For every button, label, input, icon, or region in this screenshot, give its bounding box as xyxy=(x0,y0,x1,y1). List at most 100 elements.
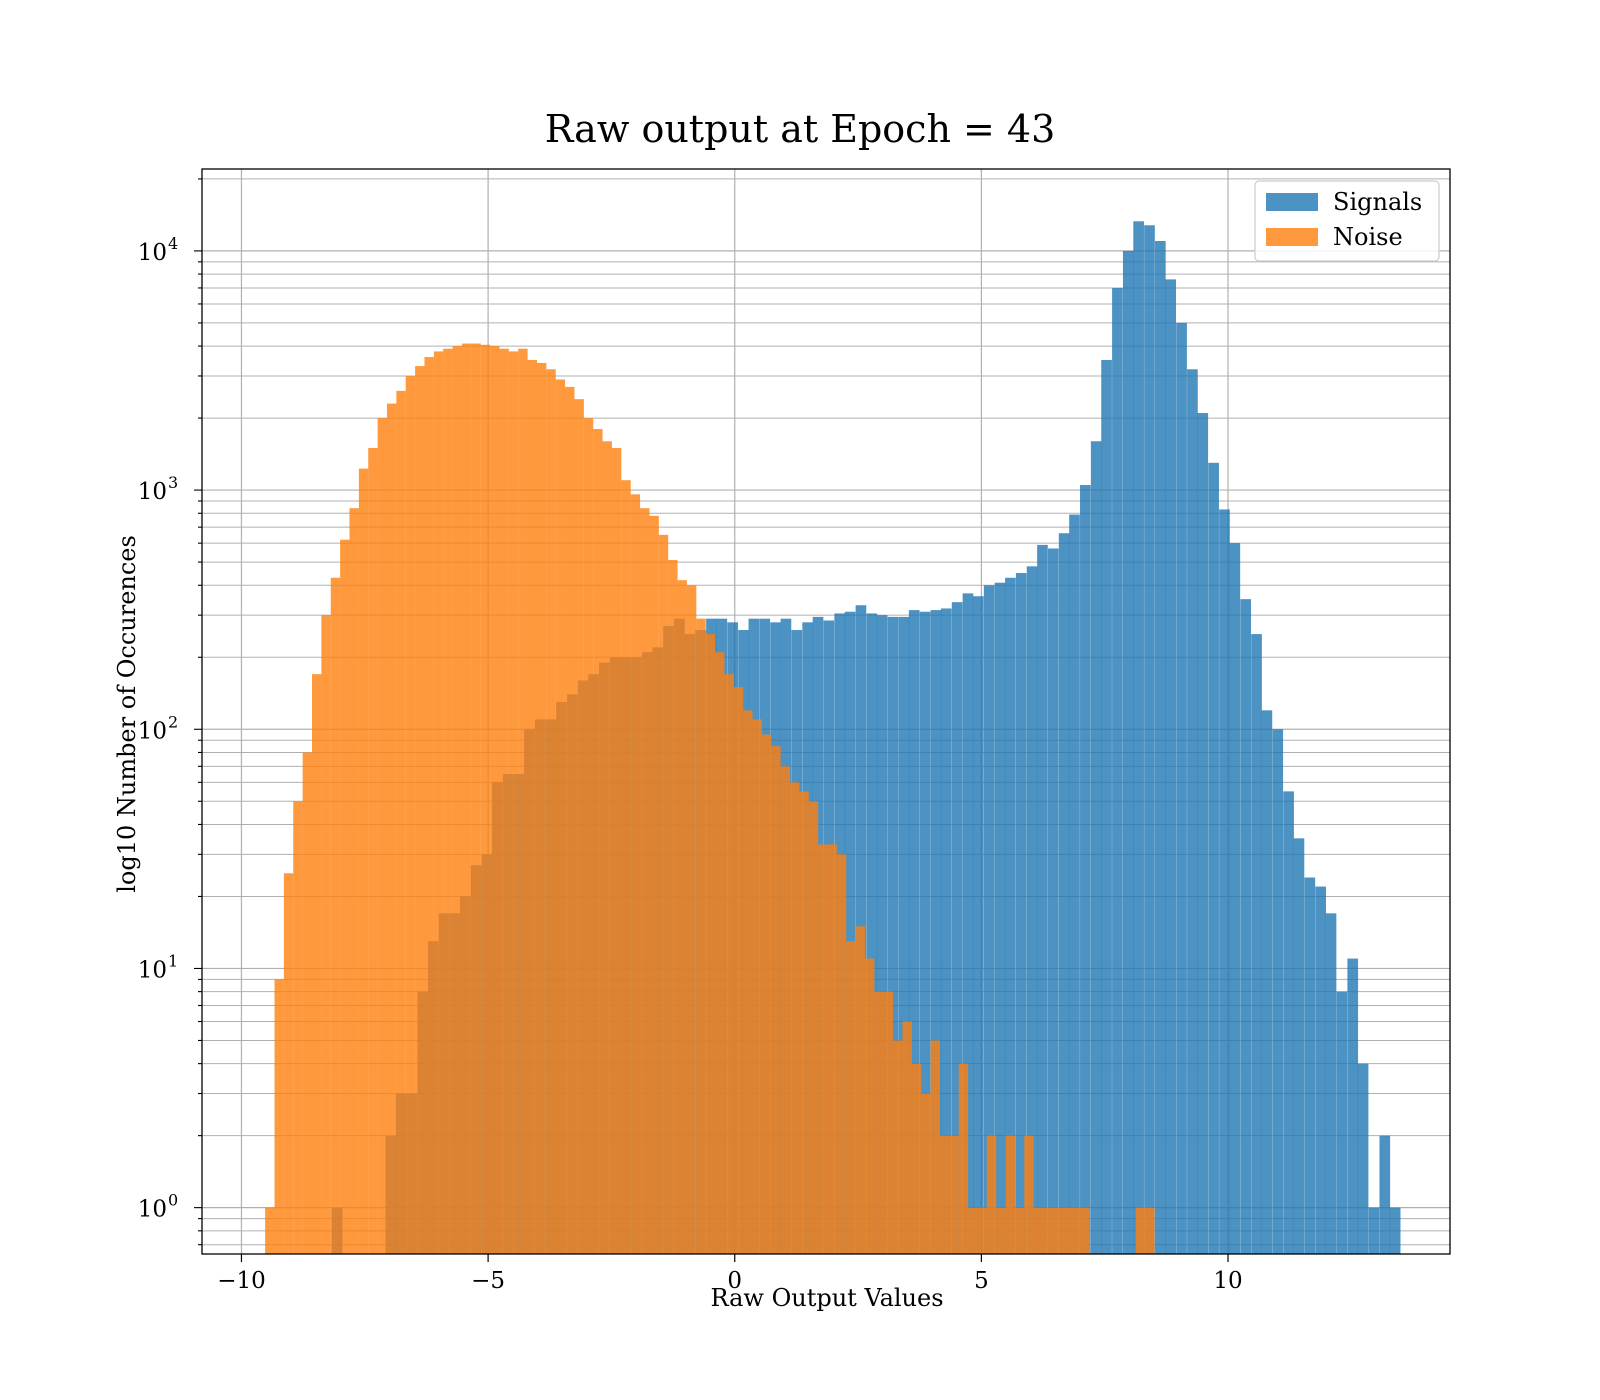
legend-swatch-noise xyxy=(1266,228,1318,246)
bar-noise xyxy=(640,508,650,1254)
legend-swatch-signals xyxy=(1266,193,1318,211)
chart-title: Raw output at Epoch = 43 xyxy=(545,107,1056,151)
bar-noise xyxy=(499,348,509,1254)
bar-signals xyxy=(1112,287,1123,1254)
bar-noise xyxy=(771,746,781,1254)
y-tick-exponent: 2 xyxy=(168,712,178,731)
bar-noise xyxy=(902,1021,912,1254)
bar-noise xyxy=(621,480,631,1254)
bar-signals xyxy=(1315,886,1326,1254)
y-tick-label: 10 xyxy=(138,479,167,505)
bar-signals xyxy=(1368,1207,1380,1254)
bar-noise xyxy=(939,1135,950,1254)
bar-noise xyxy=(321,615,331,1254)
bar-noise xyxy=(1080,1207,1090,1254)
bar-noise xyxy=(368,447,378,1255)
bar-signals xyxy=(1047,548,1059,1254)
bar-signals xyxy=(1219,509,1230,1255)
bar-noise xyxy=(265,1207,275,1254)
bar-noise xyxy=(668,560,678,1254)
bar-noise xyxy=(480,344,491,1254)
bar-noise xyxy=(827,844,837,1254)
bar-signals xyxy=(1197,413,1209,1254)
bar-noise xyxy=(789,782,800,1254)
bar-noise xyxy=(686,585,697,1254)
bar-signals xyxy=(1357,1063,1369,1254)
bar-noise xyxy=(1033,1207,1044,1254)
bar-noise xyxy=(658,534,669,1254)
bar-noise xyxy=(452,346,463,1254)
bar-noise xyxy=(405,375,416,1254)
bar-signals xyxy=(1015,573,1027,1254)
bar-noise xyxy=(808,801,819,1254)
bar-noise xyxy=(602,441,612,1254)
bar-signals xyxy=(1379,1135,1391,1254)
bar-noise xyxy=(358,468,369,1254)
bar-signals xyxy=(1389,1207,1401,1254)
bar-noise xyxy=(780,766,791,1254)
bar-signals xyxy=(1272,729,1284,1254)
bar-noise xyxy=(921,1093,931,1254)
bar-noise xyxy=(958,1063,969,1254)
y-tick-exponent: 1 xyxy=(168,951,178,970)
bar-noise xyxy=(527,359,537,1255)
bar-noise xyxy=(283,873,294,1254)
bar-signals xyxy=(972,596,984,1254)
bar-noise xyxy=(302,752,313,1254)
bar-signals xyxy=(1251,634,1262,1254)
bar-signals xyxy=(1133,221,1144,1255)
bar-noise xyxy=(696,618,706,1254)
bar-noise xyxy=(836,854,847,1254)
x-tick-label: −5 xyxy=(471,1268,505,1294)
bar-signals xyxy=(1261,710,1273,1254)
x-tick-label: 0 xyxy=(727,1268,742,1294)
y-tick-label: 10 xyxy=(138,1197,167,1223)
bar-noise xyxy=(1071,1207,1081,1254)
bar-noise xyxy=(855,926,866,1254)
bar-signals xyxy=(1058,533,1070,1254)
bar-noise xyxy=(546,369,556,1255)
bar-noise xyxy=(968,1207,978,1254)
bar-noise xyxy=(630,494,641,1254)
bar-signals xyxy=(994,582,1006,1254)
bar-noise xyxy=(752,719,762,1254)
bar-signals xyxy=(876,615,888,1254)
bar-signals xyxy=(962,593,974,1254)
bar-signals xyxy=(898,616,910,1254)
x-axis-label: Raw Output Values xyxy=(710,1284,943,1312)
bar-noise xyxy=(724,674,734,1254)
bar-noise xyxy=(1043,1207,1053,1254)
bar-noise xyxy=(986,1135,997,1254)
bar-noise xyxy=(274,979,284,1254)
bar-signals xyxy=(930,610,942,1254)
bar-signals xyxy=(1122,250,1134,1254)
bar-signals xyxy=(1208,462,1219,1254)
bar-signals xyxy=(1069,514,1080,1254)
bar-noise xyxy=(799,791,809,1254)
bar-noise xyxy=(471,343,481,1255)
bar-signals xyxy=(1325,913,1337,1254)
bar-noise xyxy=(349,508,359,1254)
bar-noise xyxy=(761,734,772,1254)
bar-noise xyxy=(330,577,341,1254)
bar-noise xyxy=(1135,1207,1146,1254)
bar-noise xyxy=(312,674,322,1254)
bar-noise xyxy=(386,403,397,1254)
bar-noise xyxy=(340,539,350,1254)
bar-noise xyxy=(424,357,434,1254)
bar-noise xyxy=(705,634,716,1254)
plot-frame xyxy=(201,168,1451,1255)
bar-signals xyxy=(1293,838,1305,1254)
bar-signals xyxy=(1080,485,1091,1254)
bar-noise xyxy=(518,348,528,1254)
bar-noise xyxy=(649,515,659,1254)
bar-noise xyxy=(565,386,575,1254)
bar-noise xyxy=(677,580,687,1254)
bar-signals xyxy=(1144,225,1155,1255)
bar-noise xyxy=(396,390,406,1254)
bar-noise xyxy=(433,351,444,1254)
bar-noise xyxy=(1014,1207,1025,1254)
bar-noise xyxy=(490,346,500,1254)
